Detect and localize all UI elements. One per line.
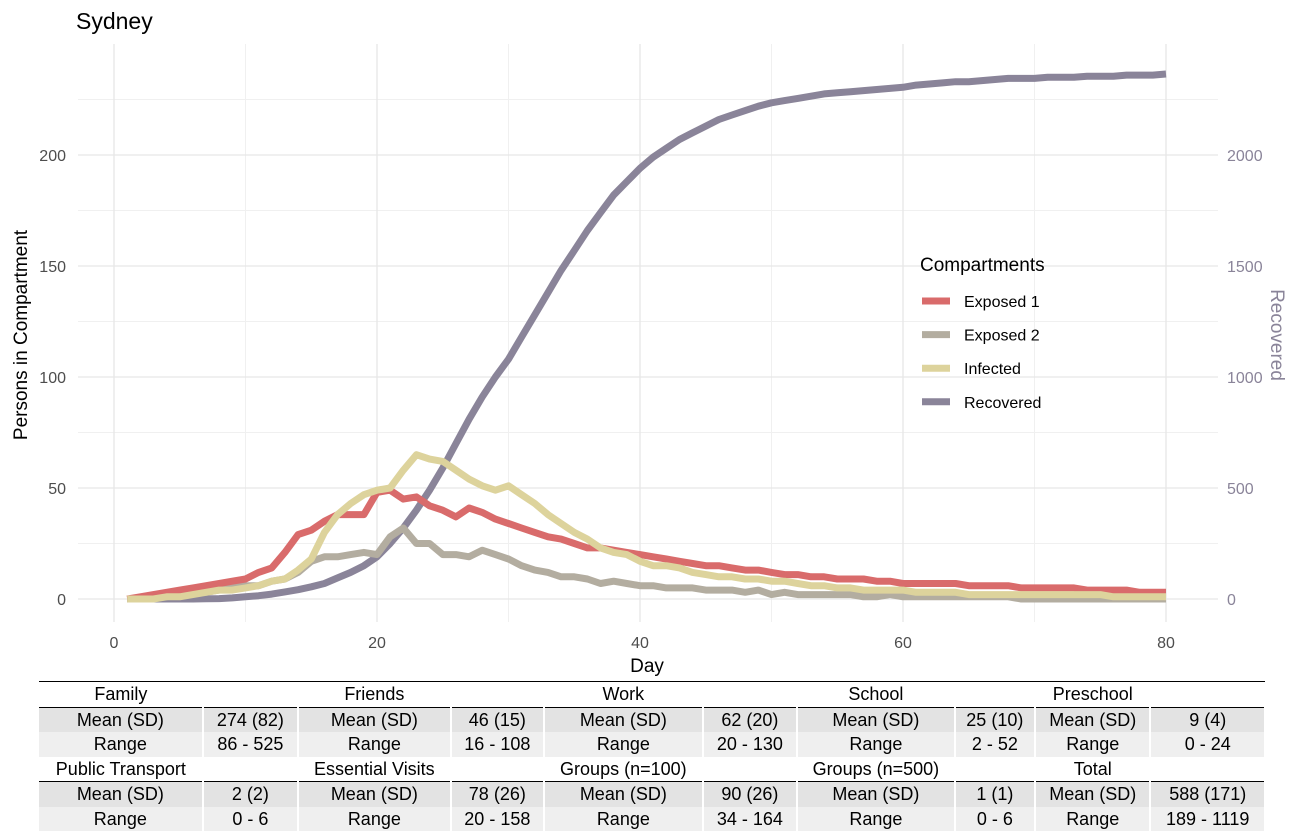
series-line-infected — [127, 455, 1166, 599]
range-label: Range — [797, 732, 955, 757]
y-axis-label: Persons in Compartment — [11, 229, 32, 440]
group-header: Work — [544, 682, 703, 708]
group-header: Essential Visits — [298, 757, 451, 782]
mean-value: 25 (10) — [955, 707, 1035, 732]
mean-value: 62 (20) — [703, 707, 797, 732]
mean-label: Mean (SD) — [797, 707, 955, 732]
x-axis-label: Day — [630, 656, 664, 677]
legend-label: Recovered — [964, 395, 1041, 412]
group-header: School — [797, 682, 955, 708]
group-header: Preschool — [1035, 682, 1150, 708]
y2-tick-label: 2000 — [1227, 148, 1263, 165]
range-value: 20 - 158 — [451, 807, 544, 831]
mean-value: 9 (4) — [1150, 707, 1265, 732]
table-mean-row: Mean (SD)274 (82)Mean (SD)46 (15)Mean (S… — [39, 707, 1265, 732]
y-tick-label: 0 — [57, 592, 66, 609]
table-header-row: Public Transport Essential Visits Groups (… — [39, 757, 1265, 782]
group-header: Groups (n=500) — [797, 757, 955, 782]
grid — [78, 44, 1218, 622]
table-mean-row: Mean (SD)2 (2)Mean (SD)78 (26)Mean (SD)9… — [39, 782, 1265, 807]
legend-label: Infected — [964, 361, 1021, 378]
x-tick-label: 0 — [110, 635, 119, 652]
range-label: Range — [39, 807, 203, 831]
range-label: Range — [544, 732, 703, 757]
x-tick-label: 60 — [894, 635, 912, 652]
group-header: Family — [39, 682, 203, 708]
range-label: Range — [1035, 807, 1150, 831]
mean-value: 1 (1) — [955, 782, 1035, 807]
range-value: 16 - 108 — [451, 732, 544, 757]
mean-label: Mean (SD) — [544, 707, 703, 732]
mean-label: Mean (SD) — [1035, 707, 1150, 732]
mean-label: Mean (SD) — [797, 782, 955, 807]
range-label: Range — [298, 807, 451, 831]
range-value: 2 - 52 — [955, 732, 1035, 757]
group-header: Total — [1035, 757, 1150, 782]
group-header: Groups (n=100) — [544, 757, 703, 782]
mean-label: Mean (SD) — [39, 707, 203, 732]
mean-label: Mean (SD) — [298, 782, 451, 807]
group-header-spacer — [203, 682, 298, 708]
y2-axis-label: Recovered — [1266, 289, 1287, 381]
chart-title: Sydney — [76, 8, 153, 34]
y2-tick-label: 1000 — [1227, 370, 1263, 387]
mean-label: Mean (SD) — [298, 707, 451, 732]
y2-tick-label: 500 — [1227, 481, 1254, 498]
group-header-spacer — [451, 682, 544, 708]
group-header-spacer — [955, 757, 1035, 782]
mean-value: 2 (2) — [203, 782, 298, 807]
mean-value: 78 (26) — [451, 782, 544, 807]
mean-value: 588 (171) — [1150, 782, 1265, 807]
range-label: Range — [39, 732, 203, 757]
x-tick-label: 40 — [631, 635, 649, 652]
group-header: Friends — [298, 682, 451, 708]
mean-label: Mean (SD) — [39, 782, 203, 807]
y-tick-label: 100 — [39, 370, 66, 387]
range-label: Range — [544, 807, 703, 831]
table-header-row: Family Friends Work School Preschool — [39, 682, 1265, 708]
range-label: Range — [298, 732, 451, 757]
range-value: 0 - 6 — [955, 807, 1035, 831]
y-tick-label: 200 — [39, 148, 66, 165]
group-header-spacer — [1150, 757, 1265, 782]
x-tick-label: 20 — [368, 635, 386, 652]
range-value: 0 - 24 — [1150, 732, 1265, 757]
range-value: 20 - 130 — [703, 732, 797, 757]
x-tick-label: 80 — [1157, 635, 1175, 652]
y-tick-label: 50 — [48, 481, 66, 498]
range-value: 86 - 525 — [203, 732, 298, 757]
group-header: Public Transport — [39, 757, 203, 782]
group-header-spacer — [703, 682, 797, 708]
range-label: Range — [1035, 732, 1150, 757]
y-tick-label: 150 — [39, 259, 66, 276]
mean-value: 274 (82) — [203, 707, 298, 732]
group-header-spacer — [703, 757, 797, 782]
range-value: 189 - 1119 — [1150, 807, 1265, 831]
legend-label: Exposed 2 — [964, 328, 1040, 345]
legend-title: Compartments — [920, 255, 1045, 276]
range-label: Range — [797, 807, 955, 831]
group-header-spacer — [451, 757, 544, 782]
group-header-spacer — [203, 757, 298, 782]
legend-label: Exposed 1 — [964, 294, 1040, 311]
mean-label: Mean (SD) — [544, 782, 703, 807]
range-value: 0 - 6 — [203, 807, 298, 831]
legend: Compartments Exposed 1 Exposed 2 Infected Re… — [920, 255, 1045, 412]
range-value: 34 - 164 — [703, 807, 797, 831]
mean-value: 90 (26) — [703, 782, 797, 807]
group-header-spacer — [955, 682, 1035, 708]
mean-value: 46 (15) — [451, 707, 544, 732]
mean-label: Mean (SD) — [1035, 782, 1150, 807]
group-header-spacer — [1150, 682, 1265, 708]
y2-tick-label: 0 — [1227, 592, 1236, 609]
y2-tick-label: 1500 — [1227, 259, 1263, 276]
